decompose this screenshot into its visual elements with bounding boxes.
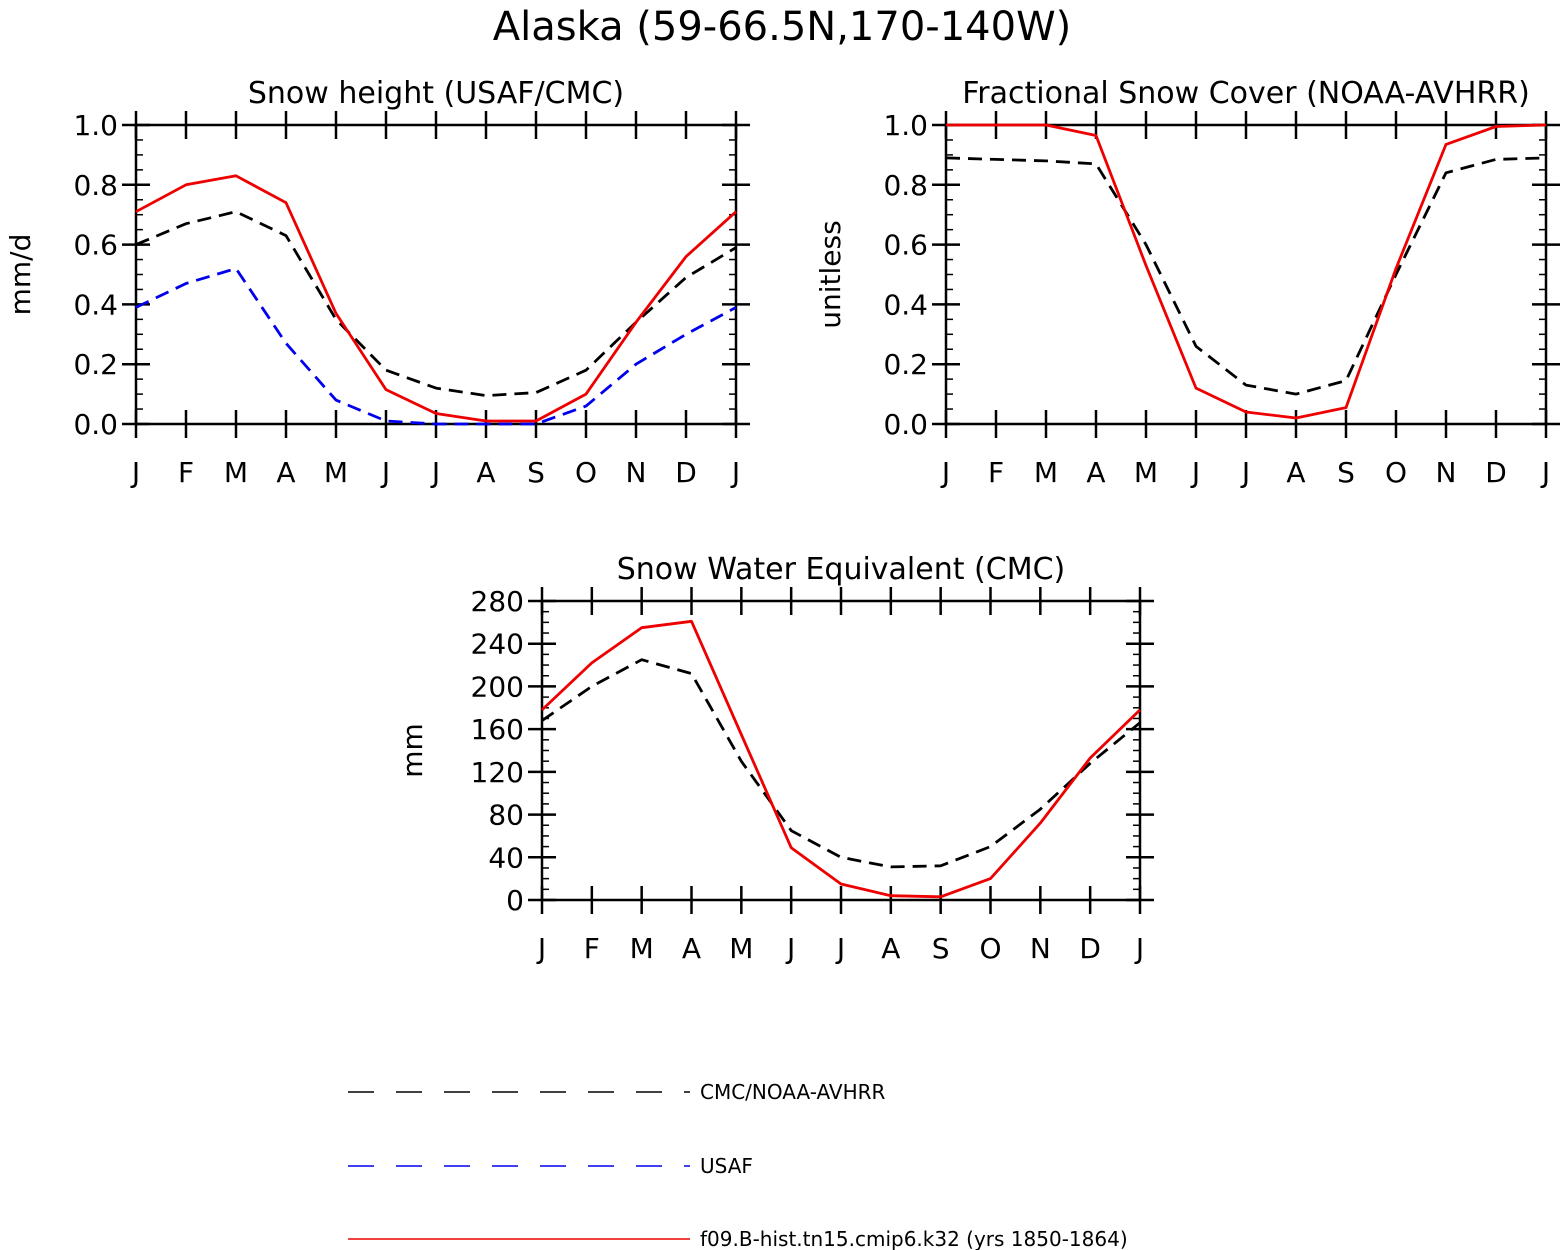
x-tick-label: F <box>178 456 194 489</box>
series-line-cmc-noaa-avhrr <box>135 210 737 398</box>
y-tick-label: 1.0 <box>73 109 118 142</box>
x-tick-label: S <box>932 932 950 965</box>
legend-label: f09.B-hist.tn15.cmip6.k32 (yrs 1850-1864… <box>700 1227 1128 1250</box>
y-tick-label: 0.2 <box>73 348 118 381</box>
y-tick-label: 0.0 <box>883 408 928 441</box>
legend-label: CMC/NOAA-AVHRR <box>700 1080 886 1104</box>
y-tick-label: 0.4 <box>883 288 928 321</box>
legend: CMC/NOAA-AVHRR USAF f09.B-hist.tn15.cmip6.… <box>348 1080 1128 1250</box>
x-tick-label: J <box>536 932 546 965</box>
y-tick-label: 0.6 <box>883 229 928 262</box>
x-tick-label: J <box>130 456 140 489</box>
x-tick-label: M <box>324 456 348 489</box>
y-tick-label: 0 <box>506 884 524 917</box>
y-tick-label: 0.6 <box>73 229 118 262</box>
y-tick-label: 0.0 <box>73 408 118 441</box>
legend-label: USAF <box>700 1154 753 1178</box>
y-tick-label: 40 <box>488 841 524 874</box>
x-tick-label: J <box>835 932 845 965</box>
x-tick-label: M <box>1134 456 1158 489</box>
series-line-cmc-noaa-avhrr <box>541 658 1141 869</box>
x-tick-label: J <box>1134 932 1144 965</box>
x-tick-label: F <box>988 456 1004 489</box>
x-tick-label: D <box>1485 456 1507 489</box>
x-tick-label: N <box>626 456 647 489</box>
x-tick-label: J <box>1540 456 1550 489</box>
plot-frame <box>540 599 1142 902</box>
chart-panel-2: Fractional Snow Cover (NOAA-AVHRR) unitle… <box>814 76 1560 489</box>
x-tick-label: O <box>979 932 1001 965</box>
x-tick-label: A <box>476 456 495 489</box>
x-tick-label: J <box>1240 456 1250 489</box>
y-axis-label: mm <box>396 723 429 778</box>
x-tick-label: N <box>1436 456 1457 489</box>
y-tick-label: 80 <box>488 799 524 832</box>
series-line-f09-b-hist-tn15-cmip6-k32-yrs-1850-1864 <box>946 123 1547 420</box>
chart-panels: Snow height (USAF/CMC) mm/d 0.0 0.2 0.4 0.6 0.… <box>4 76 1560 965</box>
x-tick-label: A <box>1286 456 1305 489</box>
chart-panel-1: Snow height (USAF/CMC) mm/d 0.0 0.2 0.4 0.6 0.… <box>4 76 750 489</box>
y-axis-label: mm/d <box>4 234 37 316</box>
x-tick-label: O <box>1385 456 1407 489</box>
y-tick-label: 0.8 <box>73 169 118 202</box>
plot-frame <box>134 123 738 426</box>
x-tick-label: J <box>1190 456 1200 489</box>
x-tick-label: F <box>584 932 600 965</box>
y-tick-label: 1.0 <box>883 109 928 142</box>
chart-panel-3: Snow Water Equivalent (CMC) mm 0 40 80 120 160… <box>396 552 1154 965</box>
x-tick-label: J <box>940 456 950 489</box>
x-tick-label: J <box>430 456 440 489</box>
plot-frame <box>944 123 1548 426</box>
y-axis-label: unitless <box>814 220 847 328</box>
x-tick-label: N <box>1030 932 1051 965</box>
series-line-f09-b-hist-tn15-cmip6-k32-yrs-1850-1864 <box>135 174 737 423</box>
x-tick-label: A <box>276 456 295 489</box>
y-tick-label: 0.4 <box>73 288 118 321</box>
x-tick-label: O <box>575 456 597 489</box>
x-tick-label: J <box>380 456 390 489</box>
x-tick-label: M <box>224 456 248 489</box>
y-tick-label: 0.2 <box>883 348 928 381</box>
x-tick-label: J <box>785 932 795 965</box>
series-line-usaf <box>135 267 737 426</box>
y-tick-label: 240 <box>471 628 524 661</box>
x-tick-label: S <box>527 456 545 489</box>
x-tick-label: S <box>1337 456 1355 489</box>
y-tick-label: 280 <box>471 585 524 618</box>
panel-title: Fractional Snow Cover (NOAA-AVHRR) <box>962 76 1530 111</box>
panel-title: Snow height (USAF/CMC) <box>248 76 624 111</box>
x-tick-label: A <box>881 932 900 965</box>
y-tick-label: 0.8 <box>883 169 928 202</box>
figure-title: Alaska (59-66.5N,170-140W) <box>493 4 1071 50</box>
x-tick-label: M <box>1034 456 1058 489</box>
x-tick-label: M <box>630 932 654 965</box>
y-tick-label: 200 <box>471 670 524 703</box>
series-line-cmc-noaa-avhrr <box>945 156 1547 396</box>
y-tick-label: 160 <box>471 713 524 746</box>
panel-title: Snow Water Equivalent (CMC) <box>617 552 1065 587</box>
x-tick-label: J <box>730 456 740 489</box>
series-line-f09-b-hist-tn15-cmip6-k32-yrs-1850-1864 <box>541 619 1141 899</box>
x-tick-label: D <box>1079 932 1101 965</box>
y-tick-label: 120 <box>471 756 524 789</box>
x-tick-label: M <box>729 932 753 965</box>
x-tick-label: D <box>675 456 697 489</box>
x-tick-label: A <box>682 932 701 965</box>
x-tick-label: A <box>1086 456 1105 489</box>
